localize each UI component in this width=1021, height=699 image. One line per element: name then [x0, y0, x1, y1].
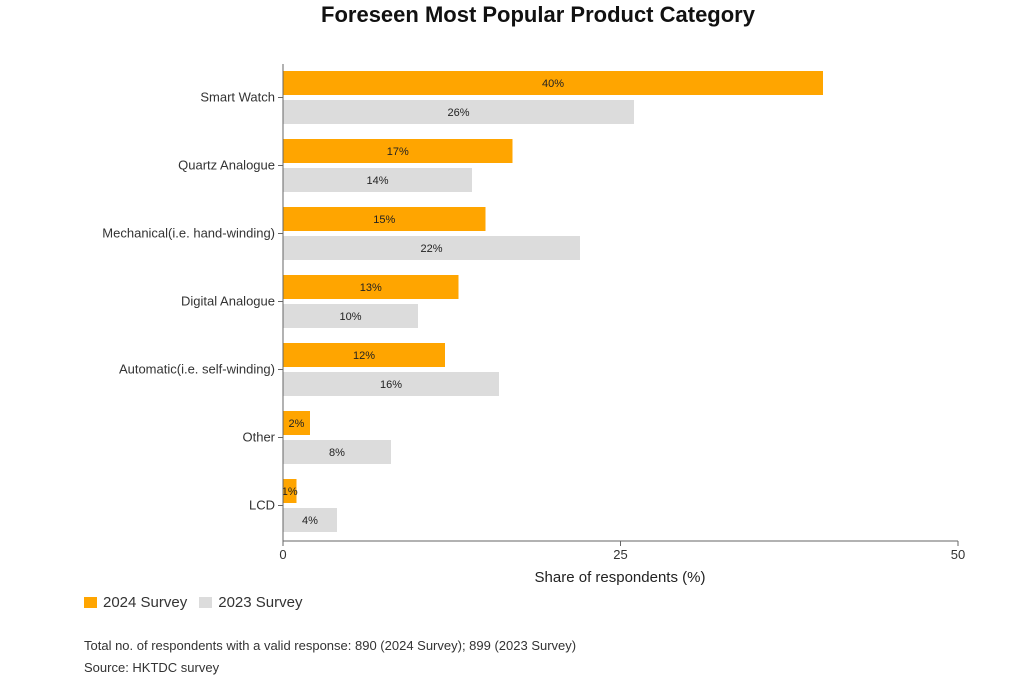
- category-label-mechanical-i-e-hand-winding: Mechanical(i.e. hand-winding): [102, 226, 275, 241]
- legend-swatch-2023: [199, 597, 213, 608]
- bar-mechanical-i-e-hand-winding-2024-survey[interactable]: [283, 207, 486, 231]
- data-label-lcd-2024-survey: 1%: [282, 486, 298, 498]
- data-label-automatic-i-e-self-winding-2023-survey: 16%: [380, 379, 402, 391]
- data-label-digital-analogue-2023-survey: 10%: [339, 311, 361, 323]
- x-tick-label-50: 50: [951, 547, 965, 562]
- legend-swatch-2024: [84, 597, 97, 608]
- data-label-automatic-i-e-self-winding-2024-survey: 12%: [353, 350, 375, 362]
- legend-item-2023[interactable]: 2023 Survey: [199, 594, 302, 611]
- data-label-smart-watch-2023-survey: 26%: [447, 107, 469, 119]
- bar-smart-watch-2023-survey[interactable]: [283, 100, 634, 124]
- bar-lcd-2024-survey[interactable]: [283, 479, 297, 503]
- bar-digital-analogue-2024-survey[interactable]: [283, 275, 459, 299]
- bar-chart: Foreseen Most Popular Product Category 4…: [102, 2, 965, 586]
- chart-title: Foreseen Most Popular Product Category: [321, 2, 756, 27]
- bar-automatic-i-e-self-winding-2023-survey[interactable]: [283, 372, 499, 396]
- bar-smart-watch-2024-survey[interactable]: [283, 71, 823, 95]
- legend-item-2024[interactable]: 2024 Survey: [84, 594, 187, 611]
- legend-label-2023: 2023 Survey: [218, 594, 303, 611]
- axes-group: Smart Watch Quartz Analogue Mechanical(i.e…: [102, 64, 965, 562]
- data-label-digital-analogue-2024-survey: 13%: [360, 282, 382, 294]
- data-label-smart-watch-2024-survey: 40%: [542, 78, 564, 90]
- bar-digital-analogue-2023-survey[interactable]: [283, 304, 418, 328]
- category-label-quartz-analogue: Quartz Analogue: [178, 158, 275, 173]
- data-label-other-2024-survey: 2%: [289, 418, 305, 430]
- x-tick-label-25: 25: [613, 547, 627, 562]
- data-label-mechanical-i-e-hand-winding-2023-survey: 22%: [420, 243, 442, 255]
- bar-quartz-analogue-2024-survey[interactable]: [283, 139, 513, 163]
- bar-other-2023-survey[interactable]: [283, 440, 391, 464]
- respondents-note: Total no. of respondents with a valid re…: [84, 638, 577, 653]
- bar-mechanical-i-e-hand-winding-2023-survey[interactable]: [283, 236, 580, 260]
- x-axis-title: Share of respondents (%): [535, 569, 706, 586]
- source-note: Source: HKTDC survey: [84, 660, 220, 675]
- category-label-smart-watch: Smart Watch: [200, 90, 275, 105]
- category-label-lcd: LCD: [249, 498, 275, 513]
- data-label-quartz-analogue-2024-survey: 17%: [387, 146, 409, 158]
- category-label-automatic-i-e-self-winding: Automatic(i.e. self-winding): [119, 362, 275, 377]
- data-label-lcd-2023-survey: 4%: [302, 515, 318, 527]
- data-label-mechanical-i-e-hand-winding-2024-survey: 15%: [373, 214, 395, 226]
- legend-label-2024: 2024 Survey: [103, 594, 188, 611]
- bars-group: 40% 26% 17% 14% 15% 22% 13% 10% 12% 16% 2% 8% 1% 4%: [282, 71, 823, 532]
- x-tick-label-0: 0: [279, 547, 286, 562]
- bar-quartz-analogue-2023-survey[interactable]: [283, 168, 472, 192]
- bar-lcd-2023-survey[interactable]: [283, 508, 337, 532]
- category-label-other: Other: [242, 430, 275, 445]
- bar-other-2024-survey[interactable]: [283, 411, 310, 435]
- data-label-quartz-analogue-2023-survey: 14%: [366, 175, 388, 187]
- category-label-digital-analogue: Digital Analogue: [181, 294, 275, 309]
- bar-automatic-i-e-self-winding-2024-survey[interactable]: [283, 343, 445, 367]
- data-label-other-2023-survey: 8%: [329, 447, 345, 459]
- legend: 2024 Survey 2023 Survey: [84, 594, 314, 611]
